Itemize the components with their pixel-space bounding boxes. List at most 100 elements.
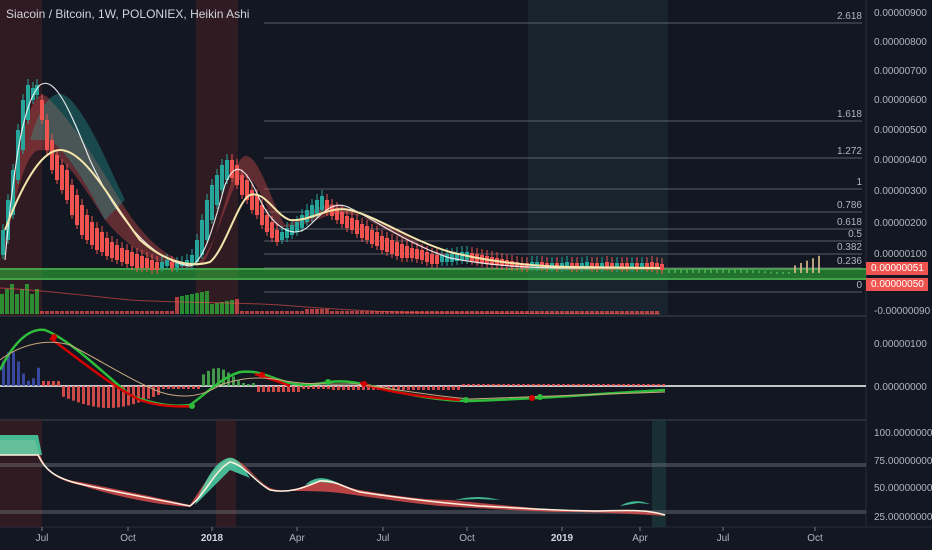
candle-body — [31, 88, 35, 100]
candle-body — [95, 228, 99, 250]
candle-body — [310, 205, 314, 218]
macd-hist-bar — [487, 384, 490, 386]
volume-bar — [305, 309, 309, 314]
volume-bar — [20, 289, 24, 314]
signal-line — [0, 341, 666, 400]
volume-bar — [450, 311, 454, 314]
volume-bar — [615, 311, 619, 314]
price-axis-label: -0.00000090 — [874, 306, 931, 317]
macd-hist-bar — [622, 384, 625, 386]
symbol-title[interactable]: Siacoin / Bitcoin, 1W, POLONIEX, Heikin … — [6, 7, 250, 21]
candle-body — [35, 85, 39, 95]
macd-hist-bar — [157, 386, 160, 395]
volume-bar — [480, 311, 484, 314]
macd-hist-bar — [142, 386, 145, 401]
candle-body — [290, 225, 294, 235]
projection-bar — [728, 268, 730, 273]
support-zone — [0, 268, 866, 280]
macd-hist-bar — [322, 386, 325, 389]
macd-hist-bar — [332, 386, 335, 390]
candle-body — [145, 258, 149, 268]
fibonacci-retracement[interactable] — [264, 22, 862, 293]
candle-body — [555, 263, 559, 268]
macd-hist-bar — [502, 384, 505, 386]
volume-bar — [390, 311, 394, 314]
fib-level-label: 0.382 — [836, 242, 862, 253]
volume-bar — [40, 311, 44, 314]
macd-hist-bar — [292, 386, 295, 392]
macd-hist-bar — [457, 386, 460, 390]
macd-hist-bar — [597, 384, 600, 386]
volume-bar — [475, 311, 479, 314]
macd-hist-bar — [657, 384, 660, 386]
macd-hist-bar — [247, 383, 250, 386]
candle-body — [385, 238, 389, 252]
candle-body — [565, 262, 569, 267]
projection-bar — [698, 268, 700, 273]
oscillator-pane[interactable] — [0, 435, 866, 516]
macd-hist-bar — [202, 374, 205, 386]
candle-body — [130, 252, 134, 266]
macd-hist-bar — [562, 384, 565, 386]
volume-bar — [80, 311, 84, 314]
volume-bar — [10, 284, 14, 314]
macd-hist-bar — [452, 386, 455, 390]
volume-bar — [200, 292, 204, 314]
volume-bar — [635, 311, 639, 314]
volume-bar — [160, 311, 164, 314]
candle-body — [580, 263, 584, 268]
candle-body — [420, 250, 424, 260]
macd-hist-bar — [357, 386, 360, 390]
volume-bar — [15, 294, 19, 314]
time-axis-label: Jul — [35, 533, 49, 544]
macd-hist-bar — [517, 384, 520, 386]
volume-bar — [550, 311, 554, 314]
volume-bar — [290, 311, 294, 314]
macd-hist-bar — [602, 384, 605, 386]
macd-hist-bar — [482, 384, 485, 386]
volume-bar — [495, 311, 499, 314]
macd-hist-bar — [342, 386, 345, 390]
oscillator-axis-label: 25.00000000 — [874, 512, 932, 523]
macd-hist-bar — [137, 386, 140, 403]
projection-bar — [734, 268, 736, 273]
time-axis-label: Jul — [716, 533, 730, 544]
volume-bar — [365, 311, 369, 314]
macd-line-red-segment — [49, 336, 196, 408]
macd-hist-bar — [37, 367, 40, 386]
macd-hist-bar — [417, 386, 420, 390]
volume-bar — [630, 311, 634, 314]
candle-body — [600, 263, 604, 268]
projection-bar — [794, 265, 796, 273]
volume-bar — [90, 311, 94, 314]
macd-hist-bar — [582, 384, 585, 386]
candle-body — [365, 226, 369, 240]
candle-body — [415, 249, 419, 259]
macd-pane[interactable] — [0, 328, 866, 409]
macd-hist-bar — [312, 386, 315, 389]
macd-cross-marker — [537, 394, 543, 400]
osc-line — [0, 454, 666, 516]
macd-hist-bar — [387, 386, 390, 390]
volume-bar — [75, 311, 79, 314]
volume-bar — [510, 311, 514, 314]
candle-body — [610, 263, 614, 268]
volume-bar — [295, 311, 299, 314]
macd-hist-bar — [167, 386, 170, 389]
fib-level-label: 1 — [856, 177, 862, 188]
osc-cloud-green — [620, 501, 650, 506]
fib-level-label: 0.5 — [848, 229, 862, 240]
volume-bar — [180, 296, 184, 314]
volume-bar — [570, 311, 574, 314]
volume-bar — [465, 311, 469, 314]
candle-body — [190, 255, 194, 266]
macd-hist-bar — [592, 384, 595, 386]
time-axis-label: Oct — [459, 533, 475, 544]
candle-body — [315, 200, 319, 214]
candle-body — [560, 263, 564, 268]
macd-hist-bar — [217, 368, 220, 386]
volume-bar — [470, 311, 474, 314]
macd-hist-bar — [437, 386, 440, 390]
